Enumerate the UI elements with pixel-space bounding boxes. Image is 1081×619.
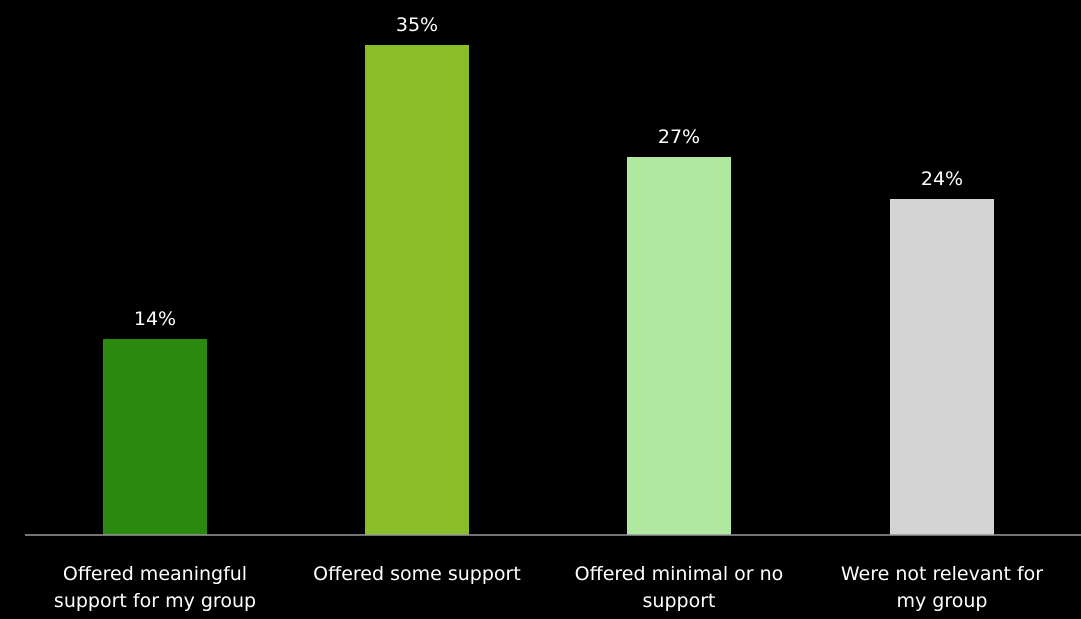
category-labels-layer: Offered meaningful support for my groupOf… bbox=[54, 563, 1043, 612]
value-label-2: 35% bbox=[396, 14, 438, 36]
category-label-line: my group bbox=[897, 590, 988, 612]
value-label-3: 27% bbox=[658, 126, 700, 148]
value-label-1: 14% bbox=[134, 308, 176, 330]
category-label-line: support for my group bbox=[54, 590, 256, 612]
category-label-line: Offered minimal or no bbox=[575, 563, 784, 585]
value-labels-layer: 14% 35% 27% 24% bbox=[134, 14, 963, 330]
value-label-4: 24% bbox=[921, 168, 963, 190]
bars-layer bbox=[103, 45, 994, 535]
category-label-line: support bbox=[643, 590, 716, 612]
category-label-3: Offered minimal or no support bbox=[575, 563, 784, 612]
bar-2 bbox=[365, 45, 469, 535]
category-label-1: Offered meaningful support for my group bbox=[54, 563, 256, 612]
category-label-line: Offered meaningful bbox=[63, 563, 247, 585]
category-label-4: Were not relevant for my group bbox=[841, 563, 1043, 612]
category-label-line: Offered some support bbox=[313, 563, 521, 585]
category-label-line: Were not relevant for bbox=[841, 563, 1043, 585]
category-label-2: Offered some support bbox=[313, 563, 521, 585]
bar-3 bbox=[627, 157, 731, 535]
bar-4 bbox=[890, 199, 994, 535]
bar-1 bbox=[103, 339, 207, 535]
